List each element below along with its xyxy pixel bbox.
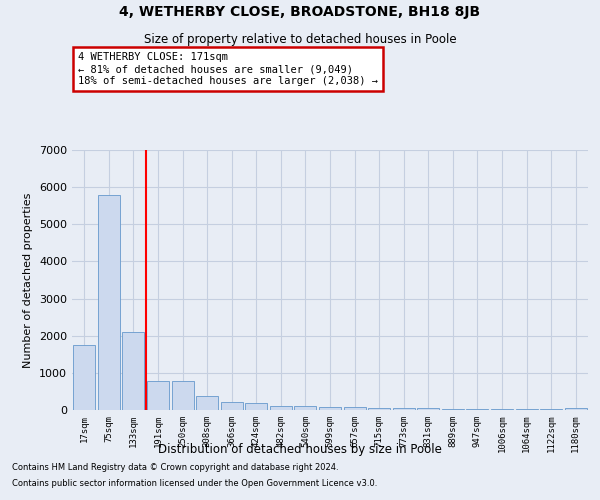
Text: 4, WETHERBY CLOSE, BROADSTONE, BH18 8JB: 4, WETHERBY CLOSE, BROADSTONE, BH18 8JB [119, 5, 481, 19]
Bar [442, 408, 464, 410]
Bar [196, 396, 218, 410]
Y-axis label: Number of detached properties: Number of detached properties [23, 192, 34, 368]
Text: 4 WETHERBY CLOSE: 171sqm
← 81% of detached houses are smaller (9,049)
18% of sem: 4 WETHERBY CLOSE: 171sqm ← 81% of detach… [78, 52, 378, 86]
Bar [344, 407, 365, 410]
Bar [368, 408, 390, 410]
Bar [466, 409, 488, 410]
Bar [98, 194, 120, 410]
Text: Contains public sector information licensed under the Open Government Licence v3: Contains public sector information licen… [12, 478, 377, 488]
Bar [73, 344, 95, 410]
Bar [147, 380, 169, 410]
Bar [122, 332, 145, 410]
Text: Contains HM Land Registry data © Crown copyright and database right 2024.: Contains HM Land Registry data © Crown c… [12, 464, 338, 472]
Bar [319, 406, 341, 410]
Bar [417, 408, 439, 410]
Bar [491, 409, 513, 410]
Text: Distribution of detached houses by size in Poole: Distribution of detached houses by size … [158, 442, 442, 456]
Bar [245, 403, 268, 410]
Bar [392, 408, 415, 410]
Text: Size of property relative to detached houses in Poole: Size of property relative to detached ho… [143, 32, 457, 46]
Bar [295, 406, 316, 410]
Bar [565, 408, 587, 410]
Bar [221, 402, 243, 410]
Bar [270, 406, 292, 410]
Bar [172, 380, 194, 410]
